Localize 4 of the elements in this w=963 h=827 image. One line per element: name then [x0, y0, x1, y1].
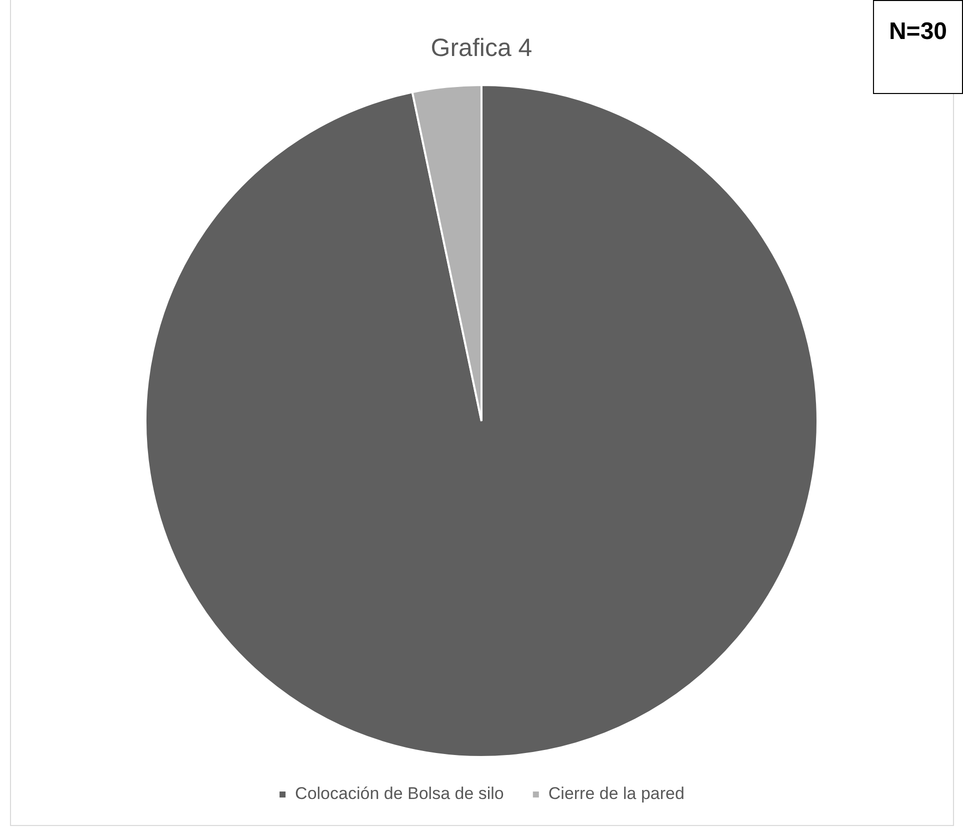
legend-label: Colocación de Bolsa de silo: [295, 784, 504, 804]
text: N=30: [873, 0, 963, 94]
legend-label: Cierre de la pared: [548, 784, 684, 804]
chart-title: Grafica 4: [430, 34, 532, 62]
